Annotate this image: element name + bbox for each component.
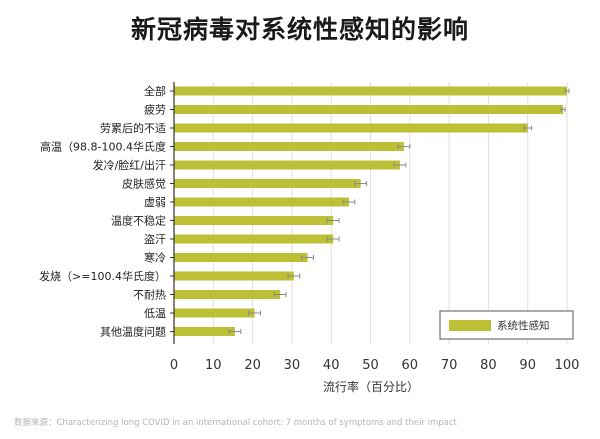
y-tick-label: 全部 — [144, 84, 166, 98]
bar — [174, 86, 567, 96]
bar — [174, 271, 294, 281]
bar — [174, 253, 308, 262]
x-tick-labels: 0 10 20 30 40 50 60 70 80 90 100 — [170, 358, 580, 373]
source-note: 数据来源：Characterizing long COVID in an int… — [14, 418, 457, 428]
bar — [174, 197, 349, 207]
bar — [174, 216, 334, 225]
y-tick-label: 高温（98.8-100.4华氏度 — [40, 140, 166, 154]
x-tick-label: 80 — [480, 358, 497, 373]
x-tick-label: 10 — [205, 358, 222, 373]
bar — [174, 179, 361, 188]
bar — [174, 290, 281, 299]
x-tick-label: 100 — [555, 358, 580, 373]
bar — [174, 327, 235, 336]
chart-title: 新冠病毒对系统性感知的影响 — [130, 15, 469, 44]
y-tick-label: 低温 — [144, 307, 166, 320]
y-tick-label: 不耐热 — [133, 289, 166, 302]
x-axis-label: 流行率（百分比） — [323, 379, 419, 394]
bar — [174, 123, 528, 133]
y-tick-label: 其他温度问题 — [100, 325, 166, 339]
bar — [174, 105, 564, 114]
x-tick-label: 90 — [519, 358, 536, 373]
y-tick-label: 寒冷 — [144, 251, 166, 265]
x-tick-label: 60 — [402, 358, 419, 373]
legend: 系统性感知 — [439, 310, 574, 340]
bar — [174, 234, 334, 244]
x-tick-label: 20 — [244, 358, 261, 373]
x-tick-label: 40 — [323, 358, 340, 373]
grid-lines — [212, 82, 568, 344]
x-tick-label: 70 — [441, 358, 458, 373]
bar — [174, 142, 404, 151]
y-tick-label: 发烧（>=100.4华氏度） — [39, 269, 166, 283]
y-tick-label: 疲劳 — [144, 103, 166, 117]
legend-swatch — [449, 320, 491, 331]
x-tick-label: 0 — [170, 358, 178, 373]
bar — [174, 308, 255, 318]
y-tick-label: 虚弱 — [144, 196, 166, 209]
y-tick-label: 发冷/脸红/出汗 — [93, 158, 166, 172]
y-tick-label: 皮肤感觉 — [122, 177, 166, 191]
y-tick-label: 劳累后的不适 — [100, 121, 166, 135]
y-tick-label: 盗汗 — [144, 233, 166, 246]
bar — [174, 160, 400, 170]
x-tick-label: 50 — [362, 358, 379, 373]
error-bars — [228, 88, 570, 334]
y-tick-label: 温度不稳定 — [111, 214, 166, 228]
legend-label: 系统性感知 — [497, 319, 550, 332]
bar-series — [174, 86, 567, 336]
y-tick-labels: 全部疲劳劳累后的不适高温（98.8-100.4华氏度发冷/脸红/出汗皮肤感觉虚弱… — [39, 84, 174, 339]
x-tick-label: 30 — [284, 358, 301, 373]
